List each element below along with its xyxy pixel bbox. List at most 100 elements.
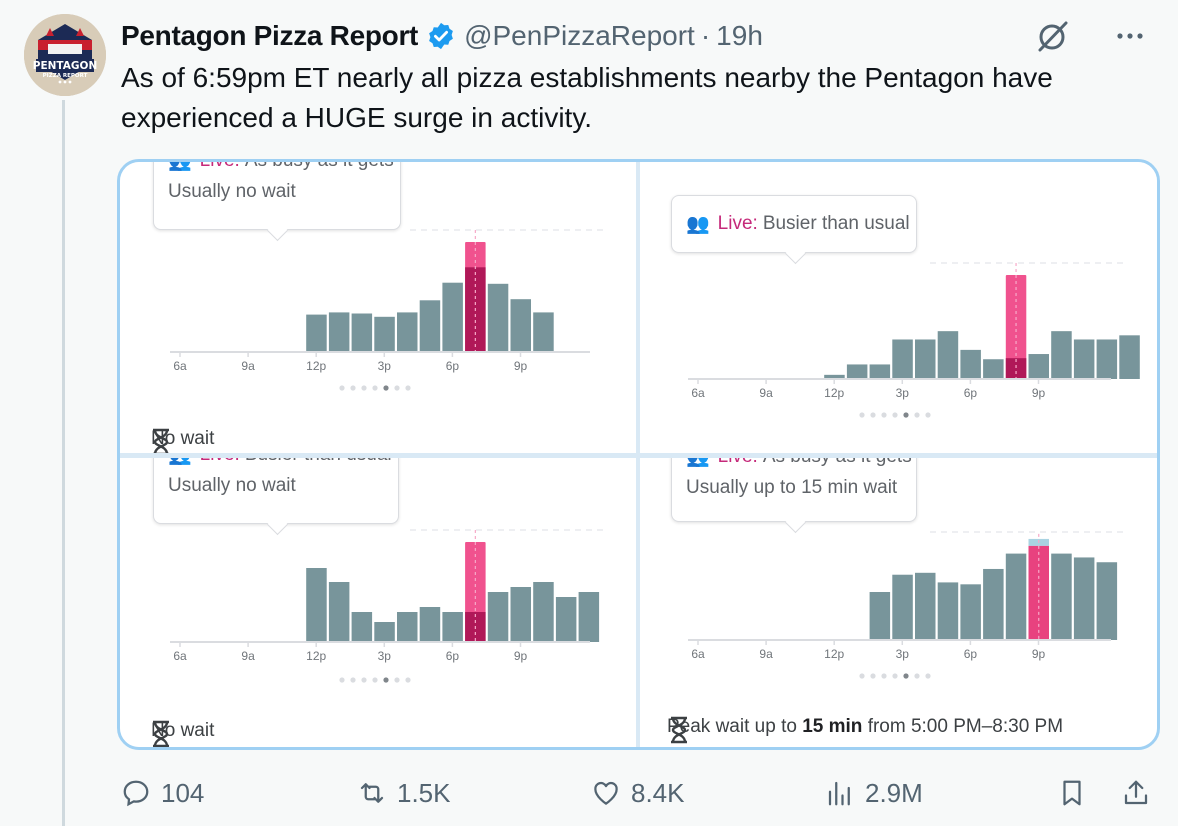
views-icon — [828, 781, 850, 806]
page-dot — [350, 385, 356, 391]
author-handle[interactable]: @PenPizzaReport — [464, 20, 695, 51]
verified-badge-icon[interactable] — [426, 21, 456, 51]
x-tick-label: 12p — [306, 359, 326, 373]
live-callout: 👥 Live: As busy as it gets Usually no wait — [153, 162, 401, 230]
page-dot — [372, 677, 378, 683]
page-dot-active — [383, 677, 389, 683]
usual-bar — [442, 282, 463, 352]
usual-bar — [869, 364, 891, 379]
tweet-media-grid[interactable]: 6a 9a 12p 3p 6p 9p 👥 Live: As busy as it gets U… — [117, 159, 1160, 750]
live-status: As busy as it gets — [763, 458, 912, 468]
x-tick-label: 9p — [1032, 647, 1046, 661]
like-icon — [594, 781, 618, 805]
x-tick-label: 6a — [691, 647, 705, 661]
usual-bar — [937, 331, 959, 379]
popular-times-chart-4: 6a 9a 12p 3p 6p 9p — [688, 531, 1127, 679]
page-dot — [925, 412, 931, 418]
reply-button[interactable]: 104 — [121, 770, 204, 816]
repost-button[interactable]: 1.5K — [357, 770, 451, 816]
usual-bar — [306, 568, 327, 642]
views-button[interactable]: 2.9M — [825, 770, 923, 816]
bookmark-icon — [1063, 780, 1081, 806]
live-label: Live: — [200, 458, 240, 466]
page-dot — [881, 412, 887, 418]
usual-bar — [1073, 557, 1095, 640]
usual-bar — [1096, 562, 1118, 640]
x-tick-label: 3p — [378, 359, 392, 373]
usual-bar — [892, 574, 913, 640]
x-tick-label: 9a — [241, 649, 255, 663]
usual-bar — [487, 283, 509, 352]
usual-bar — [1119, 335, 1140, 379]
usual-bar — [1096, 339, 1118, 379]
page-dot — [372, 385, 378, 391]
page-dot — [339, 385, 345, 391]
page-dot — [914, 412, 920, 418]
usual-bar — [555, 597, 577, 642]
like-button[interactable]: 8.4K — [591, 770, 685, 816]
hourglass-icon — [153, 720, 169, 747]
usual-bar — [510, 587, 531, 642]
x-tick-label: 9a — [241, 359, 255, 373]
popular-times-panel-2[interactable]: 6a 9a 12p 3p 6p 9p 👥 Live: Busier than usual — [640, 162, 1157, 453]
x-tick-label: 6a — [691, 386, 705, 400]
usual-bar — [1051, 553, 1072, 640]
views-count: 2.9M — [865, 777, 923, 808]
live-bar — [1028, 545, 1049, 640]
page-dot — [914, 673, 920, 679]
popular-times-panel-1[interactable]: 6a 9a 12p 3p 6p 9p 👥 Live: As busy as it gets U… — [120, 162, 636, 453]
usual-bar — [442, 612, 463, 642]
x-tick-label: 9p — [514, 359, 528, 373]
page-dot — [881, 673, 887, 679]
page-dot-active — [903, 673, 909, 679]
popular-times-chart-1: 6a 9a 12p 3p 6p 9p — [170, 229, 606, 391]
share-button[interactable] — [1121, 770, 1161, 816]
avatar[interactable]: PENTAGON PIZZA REPORT — [24, 14, 106, 96]
popular-times-panel-4[interactable]: 6a 9a 12p 3p 6p 9p 👥 Live: As busy as it gets U… — [640, 458, 1157, 747]
author-name[interactable]: Pentagon Pizza Report — [121, 20, 419, 51]
wait-row: Peak wait up to 15 min from 5:00 PM–8:30… — [667, 716, 1063, 744]
page-dot — [394, 385, 400, 391]
live-status: As busy as it gets — [245, 162, 394, 172]
usual-bar — [960, 349, 981, 379]
usual-wait-text: Usually no wait — [168, 181, 296, 202]
usual-bar — [960, 584, 981, 640]
page-dot — [405, 677, 411, 683]
usual-bar — [533, 312, 554, 352]
usual-wait-text: Usually no wait — [168, 475, 296, 496]
usual-bar — [983, 568, 1004, 640]
usual-bar — [869, 592, 891, 640]
x-tick-label: 6a — [173, 359, 187, 373]
timestamp[interactable]: 19h — [716, 20, 763, 51]
page-dot — [350, 677, 356, 683]
live-callout: 👥 Live: Busier than usual — [671, 195, 917, 253]
usual-bar — [374, 316, 395, 352]
page-dot — [394, 677, 400, 683]
x-tick-label: 3p — [378, 649, 392, 663]
wait-row: No wait — [151, 428, 214, 453]
x-tick-label: 9a — [759, 386, 773, 400]
like-count: 8.4K — [631, 777, 685, 808]
popular-times-panel-3[interactable]: 6a 9a 12p 3p 6p 9p 👥 Live: Busier than usual Us… — [120, 458, 636, 747]
page-dot — [339, 677, 345, 683]
bookmark-button[interactable] — [1057, 770, 1097, 816]
popular-times-chart-3: 6a 9a 12p 3p 6p 9p — [170, 529, 606, 683]
svg-text:PENTAGON: PENTAGON — [33, 60, 97, 72]
separator-dot: · — [700, 20, 711, 51]
thread-line — [62, 100, 65, 826]
usual-bar — [983, 359, 1004, 379]
page-dot — [870, 673, 876, 679]
reply-icon — [123, 780, 149, 807]
usual-bar — [1028, 354, 1049, 379]
hourglass-icon — [671, 716, 687, 744]
more-icon[interactable] — [1112, 18, 1148, 54]
usual-bar — [937, 582, 959, 640]
pentagon-pizza-logo: PENTAGON PIZZA REPORT — [24, 14, 106, 96]
page-dot — [925, 673, 931, 679]
usual-bar — [306, 314, 327, 352]
grok-icon[interactable] — [1035, 18, 1071, 54]
x-tick-label: 9p — [1032, 386, 1046, 400]
usual-bar — [419, 607, 441, 642]
page-dot — [361, 385, 367, 391]
page-dot — [870, 412, 876, 418]
